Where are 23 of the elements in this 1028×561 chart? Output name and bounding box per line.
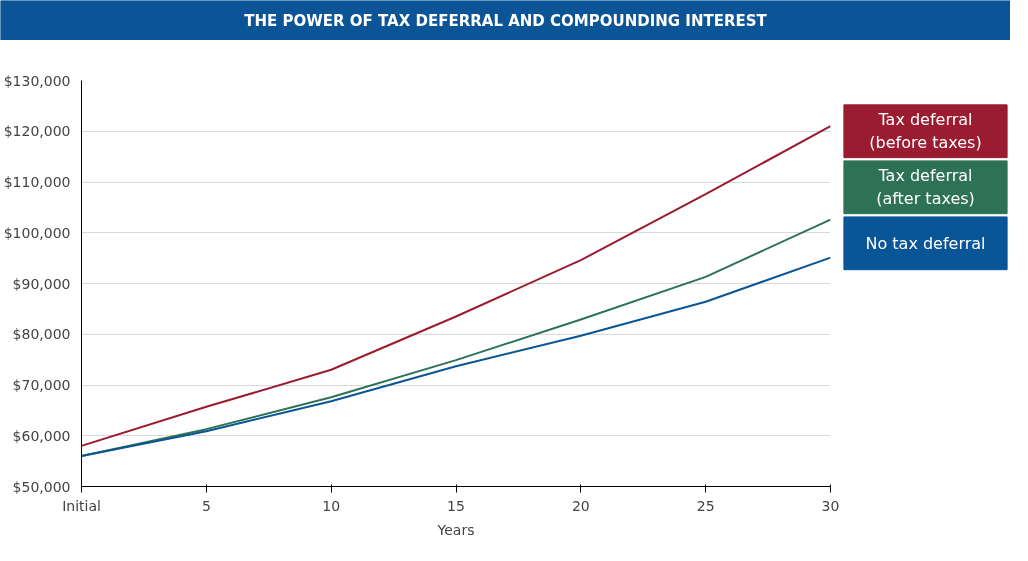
text: No tax deferral bbox=[865, 233, 986, 253]
x-axis-title: Years bbox=[436, 521, 475, 538]
y-tick-label: $130,000 bbox=[3, 72, 71, 89]
x-tick-label: 25 bbox=[696, 497, 715, 514]
y-tick-label: $60,000 bbox=[12, 427, 71, 444]
x-tick-label: 15 bbox=[447, 497, 465, 514]
y-tick-label: $110,000 bbox=[3, 174, 71, 190]
y-tick-label: $50,000 bbox=[12, 478, 71, 495]
text: Tax deferral (after taxes) bbox=[876, 166, 975, 209]
line-series bbox=[81, 125, 831, 447]
text: Tax deferral (before taxes) bbox=[869, 110, 982, 153]
x-tick-label: Initial bbox=[62, 497, 101, 514]
x-tick-label: 10 bbox=[322, 497, 341, 514]
chart-title: THE POWER OF TAX DEFERRAL AND COMPOUNDING INTEREST bbox=[244, 11, 768, 30]
x-tick-label: 20 bbox=[571, 497, 590, 514]
y-tick-label: $80,000 bbox=[12, 326, 71, 343]
x-tick-label: 5 bbox=[201, 497, 211, 514]
y-tick-label: $100,000 bbox=[3, 224, 71, 241]
y-tick-label: $120,000 bbox=[3, 123, 71, 140]
x-tick-label: 30 bbox=[821, 497, 840, 514]
line-series bbox=[81, 256, 831, 458]
y-tick-label: $70,000 bbox=[12, 377, 71, 393]
y-tick-label: $90,000 bbox=[12, 275, 71, 292]
